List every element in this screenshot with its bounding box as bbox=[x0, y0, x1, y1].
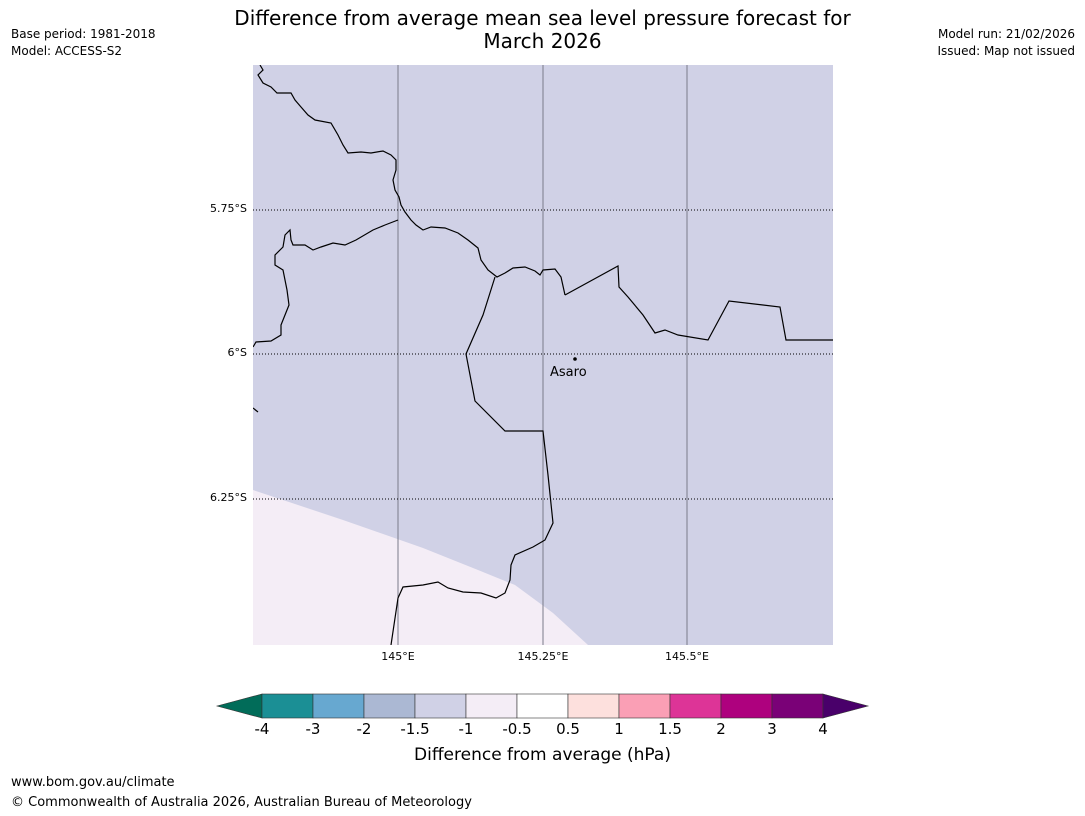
header-left: Base period: 1981-2018 Model: ACCESS-S2 bbox=[11, 26, 156, 60]
asaro-marker bbox=[573, 357, 577, 361]
colorbar-segment bbox=[312, 693, 365, 719]
lat-label-6-25s: 6.25°S bbox=[210, 491, 247, 504]
issued-text: Issued: Map not issued bbox=[937, 44, 1075, 58]
colorbar-tick: 3 bbox=[767, 720, 777, 738]
colorbar-segment bbox=[618, 693, 671, 719]
colorbar-tick: 1 bbox=[614, 720, 624, 738]
lighter-anomaly-region bbox=[253, 490, 588, 645]
colorbar-segment bbox=[771, 693, 824, 719]
lon-label-145-5e: 145.5°E bbox=[665, 650, 709, 663]
map-title: Difference from average mean sea level p… bbox=[0, 7, 1085, 53]
colorbar-tick: -1.5 bbox=[400, 720, 430, 738]
asaro-label: Asaro bbox=[550, 365, 587, 380]
colorbar-segment bbox=[720, 693, 773, 719]
colorbar-segments bbox=[261, 693, 824, 719]
model-run-text: Model run: 21/02/2026 bbox=[937, 27, 1075, 41]
colorbar-segment bbox=[516, 693, 569, 719]
model-text: Model: ACCESS-S2 bbox=[11, 44, 123, 58]
lat-label-6s: 6°S bbox=[227, 346, 247, 359]
colorbar-tick: 4 bbox=[818, 720, 828, 738]
colorbar-tick: 1.5 bbox=[658, 720, 682, 738]
forecast-map bbox=[253, 65, 833, 645]
colorbar-segment bbox=[414, 693, 467, 719]
map-title-line2: March 2026 bbox=[483, 29, 602, 53]
colorbar-segment bbox=[669, 693, 722, 719]
colorbar-overflow-arrow bbox=[822, 693, 870, 719]
colorbar-tick: -1 bbox=[458, 720, 474, 738]
lon-label-145-25e: 145.25°E bbox=[517, 650, 569, 663]
header-right: Model run: 21/02/2026 Issued: Map not is… bbox=[937, 26, 1075, 60]
colorbar-segment bbox=[363, 693, 416, 719]
colorbar-tick: -2 bbox=[356, 720, 372, 738]
colorbar-segment bbox=[261, 693, 314, 719]
footer-copyright: © Commonwealth of Australia 2026, Austra… bbox=[11, 795, 472, 810]
colorbar bbox=[215, 693, 870, 719]
lat-label-5-75s: 5.75°S bbox=[210, 202, 247, 215]
footer-url: www.bom.gov.au/climate bbox=[11, 775, 175, 790]
base-period-text: Base period: 1981-2018 bbox=[11, 27, 156, 41]
parallel-lines bbox=[253, 209, 833, 500]
colorbar-label: Difference from average (hPa) bbox=[414, 745, 671, 765]
colorbar-segment bbox=[465, 693, 518, 719]
lon-label-145e: 145°E bbox=[381, 650, 415, 663]
meridian-lines bbox=[397, 65, 688, 645]
colorbar-tick: -0.5 bbox=[502, 720, 532, 738]
province-borders bbox=[253, 65, 833, 645]
map-title-line1: Difference from average mean sea level p… bbox=[234, 6, 851, 30]
colorbar-tick: -4 bbox=[254, 720, 270, 738]
colorbar-tick: 2 bbox=[716, 720, 726, 738]
colorbar-underflow-arrow bbox=[215, 693, 263, 719]
colorbar-tick: -3 bbox=[305, 720, 321, 738]
colorbar-segment bbox=[567, 693, 620, 719]
colorbar-tick: 0.5 bbox=[556, 720, 580, 738]
